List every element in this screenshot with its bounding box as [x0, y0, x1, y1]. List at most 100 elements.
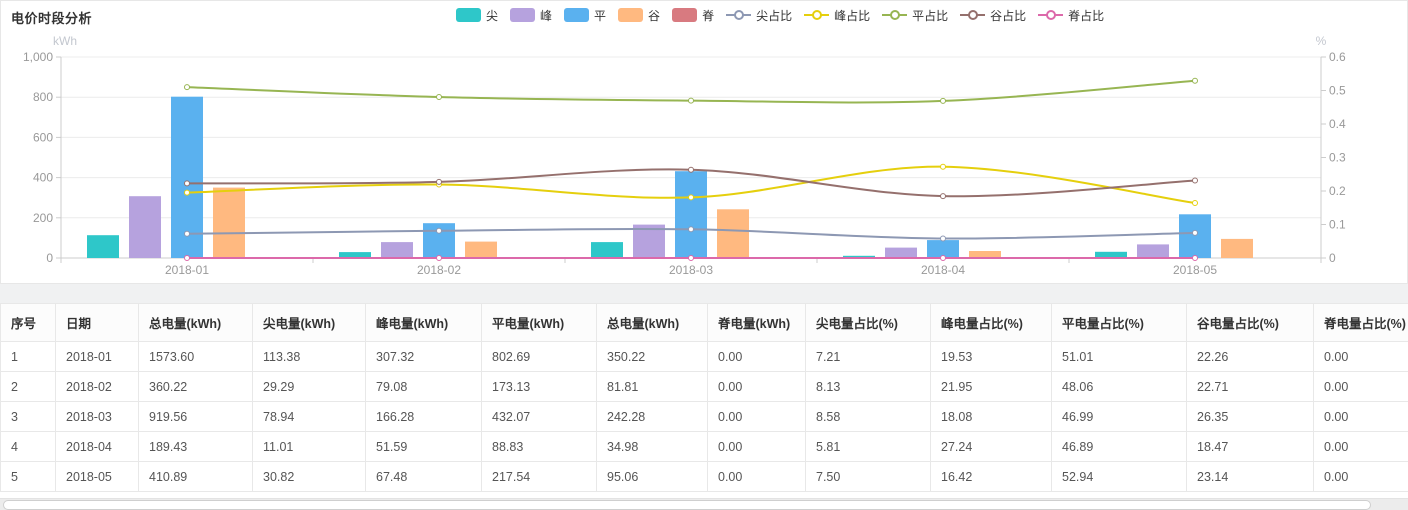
chart-legend: 尖 峰 平 谷 脊 尖占比 峰占比 平占比 谷占比 脊占比	[456, 7, 1116, 23]
line-series-脊占比	[184, 255, 1198, 261]
table-cell: 0.00	[707, 401, 806, 432]
table-cell: 360.22	[138, 371, 253, 402]
legend-item-line[interactable]: 谷占比	[960, 7, 1026, 24]
svg-text:2018-01: 2018-01	[165, 263, 209, 277]
table-cell: 23.14	[1186, 461, 1314, 492]
column-header: 平电量占比(%)	[1051, 303, 1187, 342]
line-circle-icon	[960, 8, 986, 22]
gridlines	[61, 56, 1321, 219]
svg-text:0.3: 0.3	[1329, 151, 1346, 165]
table-cell: 78.94	[252, 401, 366, 432]
electricity-data-table: 序号 日期 总电量(kWh) 尖电量(kWh) 峰电量(kWh) 平电量(kWh) 总电量(…	[0, 303, 1408, 492]
column-header: 平电量(kWh)	[481, 303, 597, 342]
table-cell: 18.47	[1186, 431, 1314, 462]
line-circle-icon	[804, 8, 830, 22]
table-cell: 30.82	[252, 461, 366, 492]
legend-item-bar[interactable]: 平	[564, 7, 606, 24]
horizontal-scrollbar[interactable]	[0, 498, 1408, 510]
line-series-尖占比	[184, 226, 1198, 242]
bar-series-谷	[213, 187, 1253, 258]
table-cell: 166.28	[365, 401, 482, 432]
table-cell: 8.58	[805, 401, 931, 432]
svg-text:0.4: 0.4	[1329, 117, 1346, 131]
table-cell: 79.08	[365, 371, 482, 402]
legend-label: 尖	[486, 8, 499, 23]
svg-text:0.2: 0.2	[1329, 184, 1346, 198]
column-header: 序号	[0, 303, 56, 342]
legend-item-bar[interactable]: 脊	[672, 7, 714, 24]
legend-item-bar[interactable]: 峰	[510, 7, 552, 24]
bar-series-平	[171, 96, 1211, 258]
table-cell: 0.00	[707, 371, 806, 402]
table-cell: 29.29	[252, 371, 366, 402]
line-series-平占比	[184, 77, 1198, 104]
scrollbar-thumb[interactable]	[3, 500, 1371, 510]
table-cell: 1573.60	[138, 341, 253, 372]
table-cell: 5.81	[805, 431, 931, 462]
legend-item-line[interactable]: 峰占比	[804, 7, 870, 24]
svg-text:%: %	[1316, 34, 1327, 48]
column-header: 脊电量(kWh)	[707, 303, 806, 342]
table-cell: 217.54	[481, 461, 597, 492]
table-cell: 52.94	[1051, 461, 1187, 492]
line-circle-icon	[1038, 8, 1064, 22]
bar-swatch-icon	[510, 8, 536, 22]
legend-item-bar[interactable]: 谷	[618, 7, 660, 24]
chart-title: 电价时段分析	[11, 11, 93, 26]
bar-swatch-icon	[672, 8, 698, 22]
table-cell: 802.69	[481, 341, 597, 372]
table-cell: 2018-04	[55, 431, 139, 462]
column-header: 谷电量占比(%)	[1186, 303, 1314, 342]
table-cell: 2	[0, 371, 56, 402]
column-header: 脊电量占比(%)	[1313, 303, 1408, 342]
legend-item-line[interactable]: 脊占比	[1038, 7, 1104, 24]
column-header: 总电量(kWh)	[138, 303, 253, 342]
table-cell: 46.89	[1051, 431, 1187, 462]
table-cell: 46.99	[1051, 401, 1187, 432]
table-row: 4 2018-04 189.43 11.01 51.59 88.83 34.98 0.00 5.…	[0, 431, 1408, 462]
legend-label: 峰占比	[834, 8, 871, 23]
table-cell: 0.00	[1313, 461, 1408, 492]
table-cell: 81.81	[596, 371, 708, 402]
svg-text:kWh: kWh	[53, 34, 77, 48]
legend-label: 峰	[540, 8, 553, 23]
table-cell: 5	[0, 461, 56, 492]
svg-text:0: 0	[46, 251, 53, 265]
table-cell: 3	[0, 401, 56, 432]
column-header: 日期	[55, 303, 139, 342]
table-cell: 2018-05	[55, 461, 139, 492]
table-cell: 22.26	[1186, 341, 1314, 372]
table-cell: 8.13	[805, 371, 931, 402]
data-table-section: 序号 日期 总电量(kWh) 尖电量(kWh) 峰电量(kWh) 平电量(kWh) 总电量(…	[0, 303, 1408, 492]
table-cell: 2018-03	[55, 401, 139, 432]
column-header: 尖电量(kWh)	[252, 303, 366, 342]
column-header: 尖电量占比(%)	[805, 303, 931, 342]
line-circle-icon	[726, 8, 752, 22]
svg-text:0.6: 0.6	[1329, 50, 1346, 64]
svg-text:0.1: 0.1	[1329, 218, 1346, 232]
table-cell: 26.35	[1186, 401, 1314, 432]
table-cell: 1	[0, 341, 56, 372]
svg-text:1,000: 1,000	[23, 50, 53, 64]
legend-item-line[interactable]: 尖占比	[726, 7, 792, 24]
legend-label: 尖占比	[756, 8, 793, 23]
table-cell: 919.56	[138, 401, 253, 432]
table-cell: 189.43	[138, 431, 253, 462]
bar-swatch-icon	[618, 8, 644, 22]
table-cell: 16.42	[930, 461, 1052, 492]
table-cell: 21.95	[930, 371, 1052, 402]
column-header: 峰电量占比(%)	[930, 303, 1052, 342]
table-cell: 27.24	[930, 431, 1052, 462]
table-cell: 88.83	[481, 431, 597, 462]
svg-text:2018-03: 2018-03	[669, 263, 713, 277]
legend-item-bar[interactable]: 尖	[456, 7, 498, 24]
table-row: 5 2018-05 410.89 30.82 67.48 217.54 95.06 0.00 7…	[0, 461, 1408, 492]
column-header: 总电量(kWh)	[596, 303, 708, 342]
table-cell: 2018-01	[55, 341, 139, 372]
svg-text:2018-05: 2018-05	[1173, 263, 1217, 277]
svg-text:800: 800	[33, 90, 53, 104]
table-cell: 0.00	[707, 461, 806, 492]
table-row: 3 2018-03 919.56 78.94 166.28 432.07 242.28 0.0…	[0, 401, 1408, 432]
table-cell: 113.38	[252, 341, 366, 372]
legend-item-line[interactable]: 平占比	[882, 7, 948, 24]
